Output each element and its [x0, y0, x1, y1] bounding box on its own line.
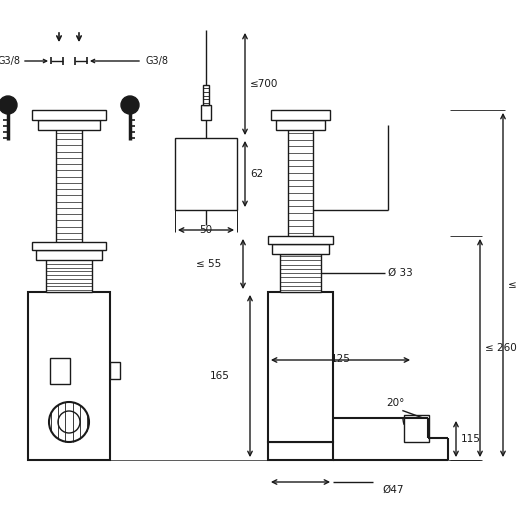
Text: 62: 62 — [250, 169, 263, 179]
Text: 125: 125 — [331, 354, 350, 364]
Bar — [268, 442, 333, 460]
Bar — [404, 415, 429, 442]
Bar — [268, 236, 333, 244]
Bar — [201, 105, 211, 120]
Bar — [203, 85, 209, 105]
Bar — [50, 358, 70, 384]
Bar — [36, 250, 102, 260]
Text: 115: 115 — [461, 434, 481, 444]
Bar — [175, 138, 237, 210]
Text: ≤ 360: ≤ 360 — [508, 280, 520, 290]
Text: 165: 165 — [210, 371, 230, 381]
Bar — [276, 120, 325, 130]
Text: Ø 33: Ø 33 — [388, 268, 413, 278]
Bar — [268, 292, 333, 442]
Bar — [32, 110, 106, 120]
Bar — [110, 362, 120, 380]
Text: G3/8: G3/8 — [145, 56, 168, 66]
Text: 20°: 20° — [386, 398, 404, 408]
Circle shape — [121, 96, 139, 114]
Text: Ø47: Ø47 — [382, 485, 404, 495]
Text: ≤ 55: ≤ 55 — [196, 259, 221, 269]
Text: 50: 50 — [200, 225, 213, 235]
Bar — [271, 110, 330, 120]
Text: G3/8: G3/8 — [0, 56, 20, 66]
Bar — [272, 244, 329, 254]
Text: ≤ 260: ≤ 260 — [485, 343, 517, 353]
Bar — [280, 254, 321, 292]
Circle shape — [0, 96, 17, 114]
Text: ≤700: ≤700 — [250, 79, 278, 89]
Bar — [28, 292, 110, 460]
Bar — [46, 258, 92, 292]
Bar — [38, 120, 100, 130]
Bar — [32, 242, 106, 250]
